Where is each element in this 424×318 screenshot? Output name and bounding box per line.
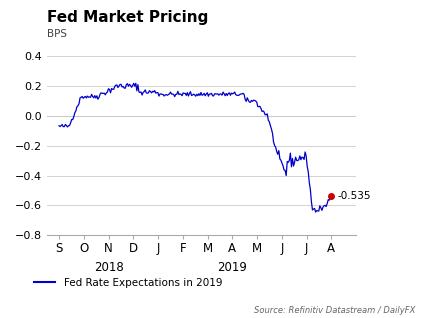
Text: 2019: 2019	[218, 260, 247, 273]
Text: -0.535: -0.535	[338, 191, 371, 201]
Text: Fed Market Pricing: Fed Market Pricing	[47, 10, 208, 25]
Text: 2018: 2018	[94, 260, 123, 273]
Text: Source: Refinitiv Datastream / DailyFX: Source: Refinitiv Datastream / DailyFX	[254, 306, 416, 315]
Legend: Fed Rate Expectations in 2019: Fed Rate Expectations in 2019	[30, 274, 226, 292]
Text: BPS: BPS	[47, 29, 67, 39]
